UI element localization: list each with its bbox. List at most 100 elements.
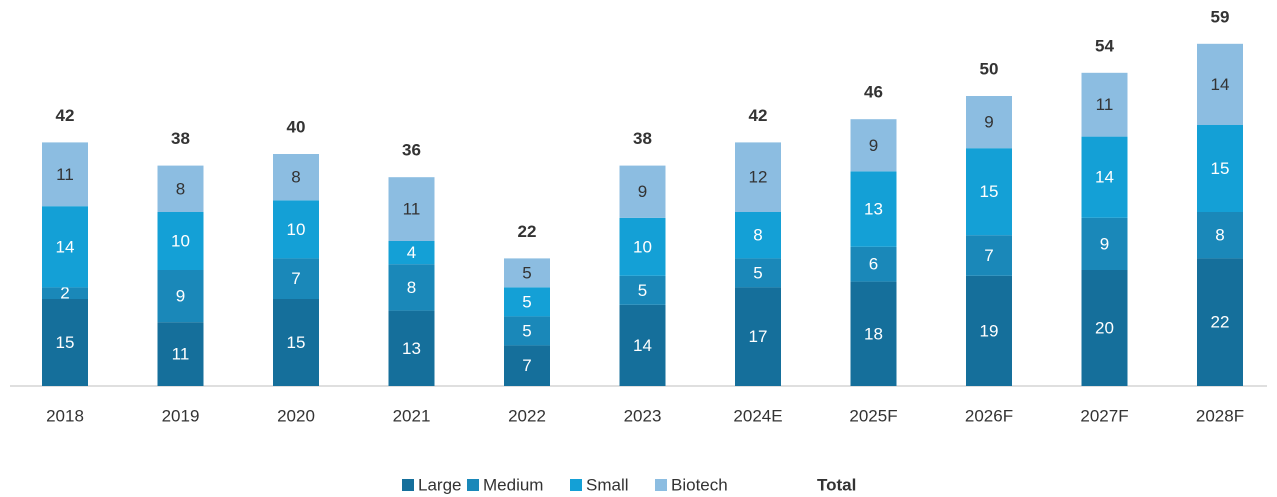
x-tick-label: 2020 bbox=[277, 406, 315, 425]
bar-segment bbox=[273, 154, 319, 201]
bar-segment bbox=[966, 235, 1012, 276]
bar-segment bbox=[42, 299, 88, 386]
bar-segment bbox=[850, 171, 897, 247]
segment-label: 5 bbox=[522, 263, 531, 282]
total-label: 42 bbox=[56, 106, 75, 125]
bar-segment bbox=[1197, 212, 1243, 259]
bar-segment bbox=[1081, 217, 1128, 270]
bar-segment bbox=[735, 258, 781, 288]
segment-label: 14 bbox=[56, 237, 75, 256]
x-tick-label: 2024E bbox=[733, 406, 782, 425]
segment-label: 15 bbox=[980, 182, 999, 201]
x-tick-label: 2028F bbox=[1196, 406, 1244, 425]
bar-segment bbox=[273, 299, 319, 386]
x-tick-label: 2025F bbox=[849, 406, 897, 425]
segment-label: 7 bbox=[291, 269, 300, 288]
bar-segment bbox=[273, 200, 319, 259]
bar-segment bbox=[504, 287, 550, 317]
bar-segment bbox=[1081, 136, 1128, 218]
bar-segment bbox=[850, 281, 897, 386]
segment-label: 14 bbox=[633, 336, 652, 355]
total-label: 50 bbox=[980, 59, 999, 78]
x-tick-label: 2027F bbox=[1080, 406, 1128, 425]
legend-swatch bbox=[655, 479, 667, 491]
bar-segment bbox=[619, 165, 666, 218]
bar-segment bbox=[1081, 270, 1128, 386]
legend-label: Medium bbox=[483, 475, 543, 494]
total-label: 36 bbox=[402, 141, 421, 160]
bar-segment bbox=[735, 142, 781, 212]
legend-swatch bbox=[570, 479, 582, 491]
bar-segment bbox=[966, 96, 1012, 149]
bar-segment bbox=[157, 270, 204, 323]
bar-segment bbox=[619, 275, 666, 305]
total-label: 38 bbox=[633, 129, 652, 148]
bar-segment bbox=[42, 287, 88, 299]
bar-segment bbox=[504, 258, 550, 288]
segment-label: 22 bbox=[1211, 313, 1230, 332]
bar-segment bbox=[157, 212, 204, 270]
legend-label: Small bbox=[586, 475, 629, 494]
segment-label: 8 bbox=[407, 278, 416, 297]
segment-label: 6 bbox=[869, 255, 878, 274]
segment-label: 19 bbox=[980, 321, 999, 340]
segment-label: 9 bbox=[638, 182, 647, 201]
bar-segment bbox=[504, 316, 550, 346]
segment-label: 13 bbox=[864, 200, 883, 219]
segment-label: 8 bbox=[291, 168, 300, 187]
segment-label: 15 bbox=[287, 333, 306, 352]
segment-label: 7 bbox=[522, 356, 531, 375]
segment-label: 14 bbox=[1095, 168, 1114, 187]
segment-label: 11 bbox=[1096, 95, 1114, 114]
segment-label: 14 bbox=[1211, 75, 1230, 94]
bar-segment bbox=[388, 177, 435, 241]
segment-label: 17 bbox=[749, 327, 768, 346]
legend-label: Biotech bbox=[671, 475, 728, 494]
x-tick-label: 2018 bbox=[46, 406, 84, 425]
legend-swatch bbox=[467, 479, 479, 491]
bar-segment bbox=[42, 142, 88, 207]
segment-label: 7 bbox=[984, 246, 993, 265]
bar-segment bbox=[273, 258, 319, 299]
segment-label: 10 bbox=[287, 220, 306, 239]
segment-label: 9 bbox=[1100, 234, 1109, 253]
bar-segment bbox=[157, 165, 204, 212]
x-tick-label: 2021 bbox=[393, 406, 431, 425]
segment-label: 5 bbox=[753, 263, 762, 282]
segment-label: 4 bbox=[407, 243, 416, 262]
segment-label: 11 bbox=[56, 165, 74, 184]
bar-segment bbox=[1197, 43, 1243, 125]
bar-segment bbox=[388, 241, 435, 265]
segment-label: 8 bbox=[753, 226, 762, 245]
bar-segment bbox=[42, 206, 88, 288]
segment-label: 13 bbox=[402, 339, 421, 358]
segment-label: 10 bbox=[171, 231, 190, 250]
legend-label: Large bbox=[418, 475, 461, 494]
bar-segment bbox=[966, 148, 1012, 236]
bar-segment bbox=[619, 304, 666, 386]
segment-label: 8 bbox=[1215, 226, 1224, 245]
segment-label: 9 bbox=[984, 113, 993, 132]
bar-segment bbox=[157, 322, 204, 386]
total-label: 59 bbox=[1211, 7, 1230, 26]
bar-segment bbox=[966, 275, 1012, 386]
bar-segment bbox=[850, 119, 897, 172]
segment-label: 20 bbox=[1095, 318, 1114, 337]
legend-swatch bbox=[402, 479, 414, 491]
bar-segment bbox=[735, 212, 781, 259]
x-tick-label: 2023 bbox=[624, 406, 662, 425]
bar-segment bbox=[388, 264, 435, 311]
total-label: 22 bbox=[518, 222, 537, 241]
total-label: 46 bbox=[864, 83, 883, 102]
x-tick-label: 2022 bbox=[508, 406, 546, 425]
bar-segment bbox=[619, 217, 666, 276]
segment-label: 5 bbox=[522, 292, 531, 311]
segment-label: 18 bbox=[864, 324, 883, 343]
segment-label: 15 bbox=[1211, 159, 1230, 178]
segment-label: 8 bbox=[176, 179, 185, 198]
segment-label: 5 bbox=[522, 321, 531, 340]
segment-label: 10 bbox=[633, 237, 652, 256]
segment-label: 2 bbox=[60, 284, 69, 303]
total-label: 54 bbox=[1095, 36, 1114, 55]
